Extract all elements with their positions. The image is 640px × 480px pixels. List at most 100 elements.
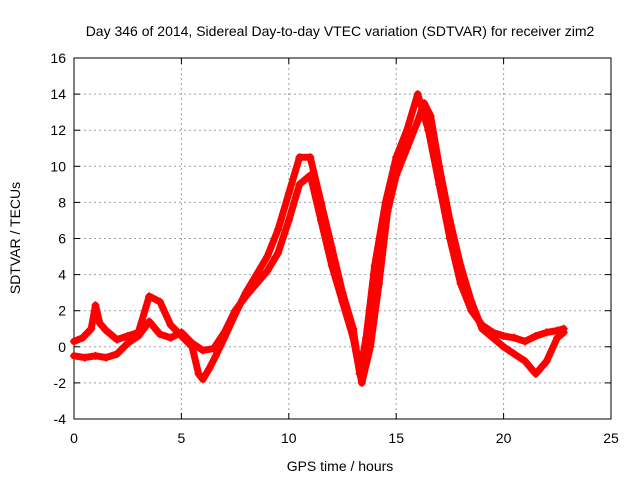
data-point — [521, 357, 530, 366]
data-point — [488, 328, 497, 337]
series-line — [70, 99, 568, 387]
x-tick-label: 25 — [603, 430, 619, 446]
data-point — [252, 270, 261, 279]
data-point — [112, 335, 121, 344]
data-point — [194, 369, 203, 378]
data-point — [91, 301, 100, 310]
data-point — [499, 342, 508, 351]
data-point — [123, 331, 132, 340]
data-point — [445, 234, 454, 243]
data-point — [402, 126, 411, 135]
data-point — [87, 324, 96, 333]
data-point — [70, 337, 78, 346]
data-point — [531, 331, 540, 340]
data-point — [145, 317, 154, 326]
data-point — [392, 153, 401, 162]
data-point — [413, 90, 422, 99]
data-point — [456, 279, 465, 288]
x-tick-label: 20 — [496, 430, 512, 446]
data-point — [553, 333, 562, 342]
data-point — [413, 117, 422, 126]
chart-title: Day 346 of 2014, Sidereal Day-to-day VTE… — [86, 23, 595, 39]
x-axis: 0 5 10 15 20 25 — [70, 58, 619, 446]
y-tick-label: 12 — [50, 122, 66, 138]
data-point — [241, 288, 250, 297]
data-point — [521, 337, 530, 346]
data-point — [531, 369, 540, 378]
data-point — [263, 252, 272, 261]
y-tick-label: 4 — [58, 267, 66, 283]
data-point — [155, 330, 164, 339]
data-point — [284, 189, 293, 198]
grid — [74, 58, 611, 419]
data-point — [349, 324, 358, 333]
data-point — [370, 261, 379, 270]
data-point — [357, 378, 366, 387]
data-point — [317, 198, 326, 207]
data-point — [510, 333, 519, 342]
data-point — [355, 369, 364, 378]
data-point — [542, 328, 551, 337]
data-point — [70, 351, 78, 360]
series-line — [70, 90, 568, 383]
x-axis-label: GPS time / hours — [287, 458, 394, 474]
data-point — [467, 306, 476, 315]
data-point — [510, 350, 519, 359]
data-point — [284, 216, 293, 225]
data-point — [91, 351, 100, 360]
data-point — [102, 353, 111, 362]
data-point — [362, 333, 371, 342]
x-tick-label: 0 — [70, 430, 78, 446]
data-point — [134, 328, 143, 337]
y-tick-label: 10 — [50, 158, 66, 174]
data-point — [231, 310, 240, 319]
y-tick-label: 0 — [58, 339, 66, 355]
data-point — [177, 331, 186, 340]
data-point — [80, 353, 89, 362]
data-point — [274, 225, 283, 234]
data-point — [166, 321, 175, 330]
data-point — [205, 364, 214, 373]
data-point — [542, 357, 551, 366]
x-tick-label: 5 — [178, 430, 186, 446]
data-point — [327, 243, 336, 252]
data-point — [198, 346, 207, 355]
data-point — [306, 153, 315, 162]
data-point — [295, 180, 304, 189]
data-point — [338, 288, 347, 297]
data-point — [198, 375, 207, 384]
data-point — [112, 350, 121, 359]
data-point — [155, 297, 164, 306]
data-point — [166, 333, 175, 342]
data-point — [102, 326, 111, 335]
y-tick-label: 16 — [50, 50, 66, 66]
data-point — [426, 111, 435, 120]
y-tick-label: 14 — [50, 86, 66, 102]
data-point — [78, 333, 87, 342]
data-point — [145, 292, 154, 301]
data-point — [95, 319, 104, 328]
x-tick-label: 10 — [281, 430, 297, 446]
y-tick-label: 6 — [58, 231, 66, 247]
data-point — [381, 198, 390, 207]
y-tick-label: 2 — [58, 303, 66, 319]
data-point — [211, 351, 220, 360]
series-group — [70, 90, 568, 387]
series-2 — [70, 90, 568, 384]
data-point — [553, 326, 562, 335]
x-tick-label: 15 — [388, 430, 404, 446]
data-point — [123, 339, 132, 348]
y-tick-label: -2 — [54, 375, 67, 391]
series-1 — [70, 99, 568, 387]
data-point — [274, 248, 283, 257]
data-point — [478, 321, 487, 330]
data-point — [375, 279, 384, 288]
y-tick-label: 8 — [58, 194, 66, 210]
y-tick-label: -4 — [54, 411, 67, 427]
data-point — [295, 153, 304, 162]
y-axis: -4 -2 0 2 4 6 8 10 12 14 16 — [50, 50, 611, 427]
data-point — [424, 126, 433, 135]
y-axis-label: SDTVAR / TECUs — [7, 182, 23, 294]
data-point — [435, 180, 444, 189]
